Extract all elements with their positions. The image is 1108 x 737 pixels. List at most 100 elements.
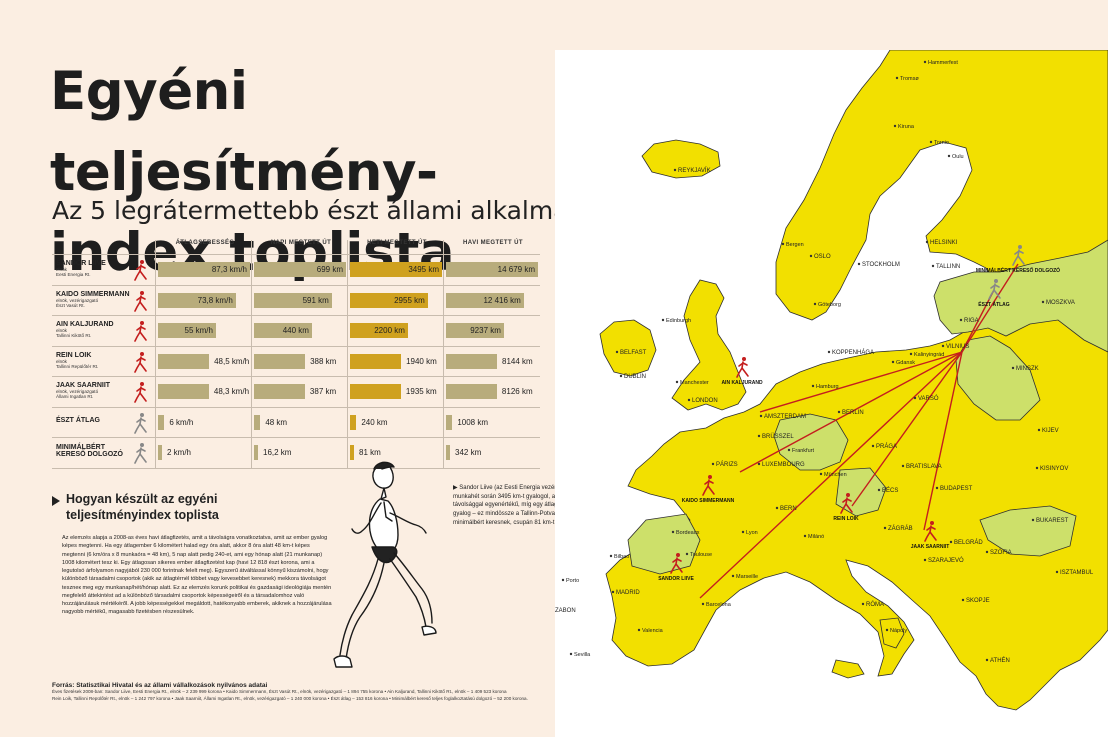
city-label: BRÜSSZEL [762,433,794,440]
city-dot [929,140,933,144]
value-bar [158,353,210,369]
city-dot [941,344,945,348]
city-label: Göteborg [818,302,841,308]
value-bar [350,445,354,460]
person-role: elnök [56,358,67,364]
city-dot [741,530,745,534]
city-dot [561,578,565,582]
city-dot [759,414,763,418]
value-bar [254,384,305,399]
city-dot [819,472,823,476]
value-cell: 387 km [254,384,348,399]
column-divider [347,240,348,468]
method-body: Az elemzés alapja a 2008-as éves havi át… [62,535,332,616]
route-jaak-saarniit [923,351,963,531]
value-bar [350,262,442,277]
city-dot [857,262,861,266]
page-subtitle: Az 5 legrátermettebb észt állami alkalma… [52,196,617,225]
city-dot [671,530,675,534]
person-marker: REIN LOIK [833,493,859,522]
city-dot [661,318,665,322]
value-label: 2955 km [394,295,425,305]
table-row: AIN KALJURAND elnök Tallinni Kikötő Rt. 55 … [52,315,540,346]
city-dot [925,240,929,244]
source-note: Forrás: Statisztikai Hivatal és az állam… [52,682,692,703]
person-role: Állami Ingatlan Rt. [56,394,94,400]
city-dot [811,384,815,388]
value-bar [158,262,250,277]
value-label: 81 km [359,448,381,457]
source-line-1: Éves fizetések 2008-ban: Sandor Liive, E… [52,689,507,694]
city-dot [883,526,887,530]
value-label: 1935 km [405,387,437,396]
city-label: KOPPENHÁGA [832,349,874,356]
city-dot [949,540,953,544]
city-label: Bordeaux [676,530,700,536]
value-bar [350,292,428,308]
city-label: SKOPJE [966,598,990,604]
city-label: LISSZABON [555,608,576,614]
row-name: REIN LOIK elnök Tallinni Repülőtér Rt. [56,352,136,370]
city-dot [813,302,817,306]
value-cell: 48,5 km/h [158,353,252,369]
city-dot [787,448,791,452]
person-marker-label: AIN KALJURAND [721,380,763,386]
value-label: 1940 km [406,356,437,366]
value-bar [446,414,453,430]
triangle-icon [52,496,60,506]
value-cell: 342 km [446,445,540,460]
city-label: MINSZK [1016,366,1039,372]
city-dot [837,410,841,414]
city-dot [1035,466,1039,470]
value-bar [158,323,216,338]
source-line-2: Rein Loik, Tallinni Repülőtér Rt., elnök… [52,695,528,701]
value-label: 12 416 km [483,295,521,305]
value-cell: 388 km [254,353,348,369]
city-dot [985,658,989,662]
city-label: Marseille [736,574,758,580]
person-marker-label: SANDOR LIIVE [658,576,694,582]
person-name: SANDOR LIIVE [56,260,106,267]
city-label: Edinburgh [666,318,691,324]
value-bar [158,445,162,460]
table-row: ÉSZT ÁTLAG 6 km/h 48 km 240 km 1008 km [52,406,540,438]
city-label: Oulu [952,154,964,160]
city-label: KIJEV [1042,428,1059,434]
city-label: AMSZTERDAM [764,414,806,420]
city-label: BÉCS [882,487,898,494]
city-label: MOSZKVA [1046,300,1075,306]
runner-icon [134,443,147,464]
value-bar [254,262,346,277]
value-label: 240 km [361,417,388,427]
value-cell: 14 679 km [446,262,540,277]
value-cell: 2 km/h [158,445,252,460]
city-label: PÁRIZS [716,461,738,468]
city-label: STOCKHOLM [862,262,900,268]
city-dot [861,602,865,606]
city-label: Frankfurt [792,448,814,454]
city-label: Milánó [808,534,824,540]
row-name: SANDOR LIIVE elnök Eesti Energia Rt. [56,260,136,278]
city-labels: Hammerfest Tromsø Kiruna Tornio Oulu REYKJAVÍ… [555,60,1094,664]
value-cell: 1940 km [350,353,444,369]
city-dot [1011,366,1015,370]
table-row: REIN LOIK elnök Tallinni Repülőtér Rt. 48,5… [52,345,540,377]
callout-triangle-icon: ▶ [453,485,460,491]
city-label: Bilbao [614,554,629,560]
value-label: 8144 km [502,356,533,366]
city-label: RIGA [964,318,979,324]
person-name: KAIDO SIMMERMANN [56,290,130,298]
person-role: Eesti Energia Rt. [56,272,91,278]
city-dot [947,154,951,158]
city-dot [1031,518,1035,522]
column-header: HETI MEGTETT ÚT [367,240,427,246]
value-cell: 8144 km [446,353,540,369]
city-label: Nápoly [890,628,907,634]
value-cell: 3495 km [350,262,444,277]
city-dot [961,598,965,602]
value-bar [158,414,165,430]
person-marker-label: REIN LOIK [833,516,859,522]
city-label: RÓMA [866,601,884,608]
city-dot [1041,300,1045,304]
city-dot [731,574,735,578]
